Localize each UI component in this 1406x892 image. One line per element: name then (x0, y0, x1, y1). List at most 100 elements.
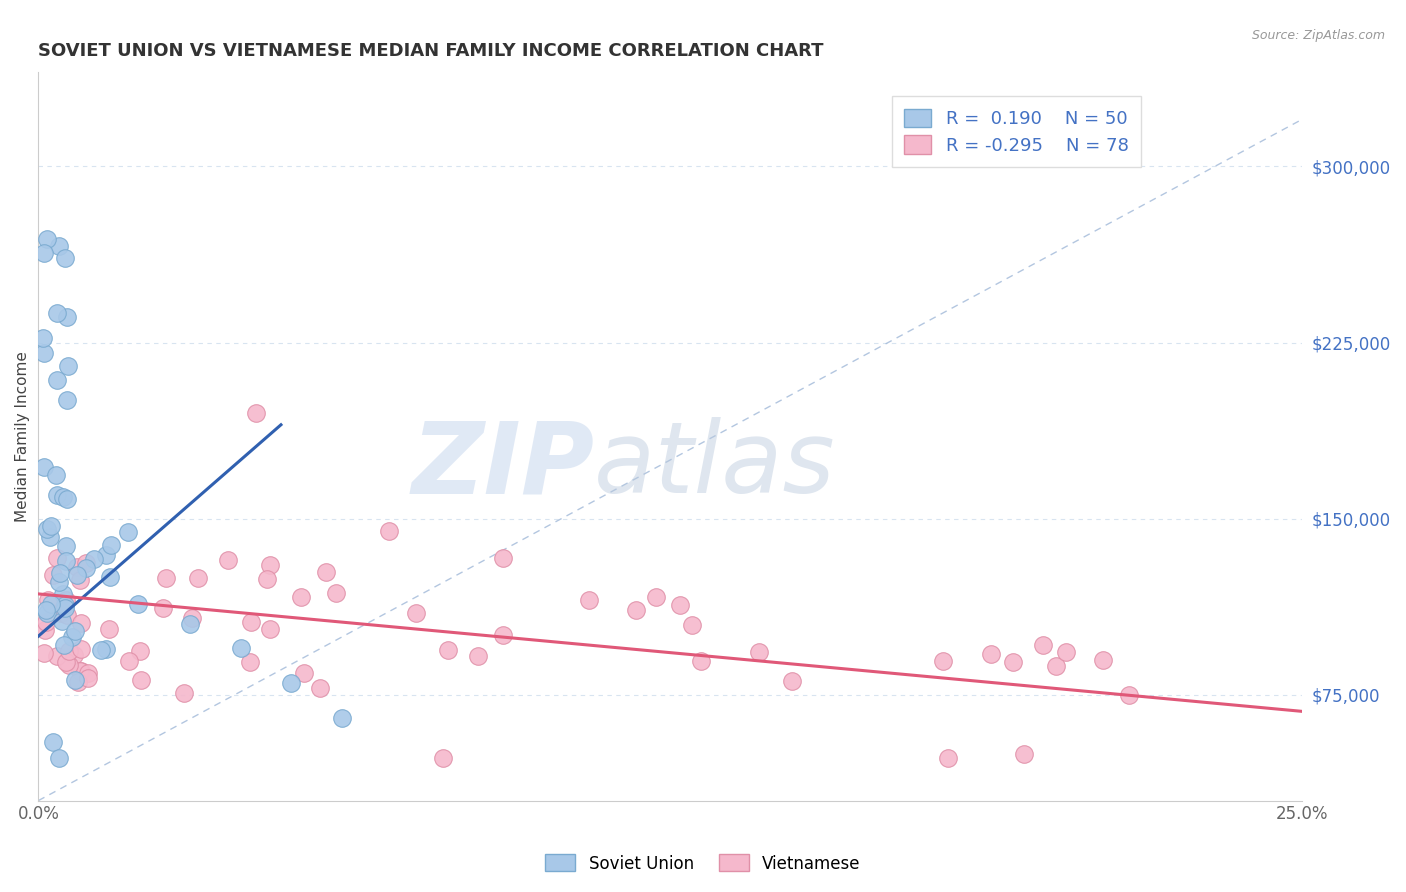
Point (32, 246, 55, 260)
Point (48, 751, 70, 765)
Point (129, 644, 152, 658)
Point (152, 601, 174, 615)
Point (37, 593, 59, 607)
Point (97, 622, 120, 636)
Point (669, 598, 692, 612)
Point (690, 654, 713, 668)
Point (492, 550, 515, 565)
Point (69, 615, 91, 630)
Point (83, 551, 105, 566)
Point (45, 306, 67, 320)
Point (932, 654, 955, 668)
Point (256, 572, 278, 586)
Point (60, 630, 83, 644)
Point (56, 608, 79, 623)
Point (780, 673, 803, 688)
Point (315, 565, 337, 579)
Point (90, 643, 112, 657)
Point (37, 606, 59, 620)
Point (70, 642, 93, 657)
Point (578, 593, 600, 607)
Point (187, 571, 209, 585)
Point (55, 554, 77, 568)
Point (405, 606, 427, 620)
Point (292, 666, 315, 681)
Point (66, 560, 89, 574)
Point (330, 711, 353, 725)
Point (42, 735, 65, 749)
Text: ZIP: ZIP (412, 417, 595, 514)
Point (240, 615, 263, 629)
Point (467, 649, 489, 664)
Text: Source: ZipAtlas.com: Source: ZipAtlas.com (1251, 29, 1385, 42)
Point (32, 646, 55, 660)
Point (32, 459, 55, 474)
Point (55, 655, 77, 669)
Point (309, 681, 332, 695)
Point (1045, 659, 1067, 673)
Point (55, 592, 77, 607)
Point (626, 603, 648, 617)
Point (45, 551, 67, 566)
Point (75, 556, 97, 570)
Point (49, 605, 72, 619)
Legend: R =  0.190    N = 50, R = -0.295    N = 78: R = 0.190 N = 50, R = -0.295 N = 78 (891, 96, 1142, 167)
Point (67, 675, 90, 690)
Point (42, 568, 65, 582)
Point (56, 492, 79, 507)
Point (748, 645, 770, 659)
Point (1001, 655, 1024, 669)
Point (1032, 639, 1054, 653)
Point (377, 524, 399, 538)
Point (155, 571, 177, 585)
Point (32, 346, 55, 360)
Point (51, 606, 73, 620)
Point (94, 641, 117, 656)
Point (52, 587, 75, 601)
Point (325, 586, 347, 600)
Point (127, 598, 149, 612)
Point (49, 566, 72, 580)
Point (118, 654, 141, 668)
Point (63, 673, 86, 687)
Point (129, 673, 152, 687)
Point (179, 617, 201, 632)
Point (55, 310, 77, 324)
Point (58, 643, 80, 657)
Point (492, 628, 515, 642)
Point (100, 569, 122, 583)
Y-axis label: Median Family Income: Median Family Income (15, 351, 30, 522)
Point (259, 558, 281, 573)
Point (181, 611, 204, 625)
Text: atlas: atlas (595, 417, 837, 514)
Point (35, 603, 58, 617)
Point (1091, 653, 1114, 667)
Point (77, 666, 100, 681)
Point (280, 676, 302, 690)
Point (69, 573, 91, 587)
Point (45, 373, 67, 387)
Point (56, 392, 79, 407)
Point (239, 655, 262, 669)
Point (1012, 747, 1035, 761)
Point (100, 538, 122, 552)
Point (117, 524, 139, 539)
Point (1118, 688, 1140, 702)
Legend: Soviet Union, Vietnamese: Soviet Union, Vietnamese (538, 847, 868, 880)
Point (217, 553, 239, 567)
Point (53, 252, 76, 266)
Point (35, 522, 58, 536)
Point (55, 539, 77, 553)
Point (45, 648, 67, 663)
Point (70, 664, 93, 678)
Point (432, 751, 454, 765)
Point (34, 615, 56, 629)
Point (76, 671, 98, 685)
Point (936, 751, 959, 765)
Point (52, 491, 75, 505)
Point (245, 406, 267, 420)
Point (53, 638, 76, 652)
Point (51, 614, 73, 628)
Point (436, 642, 458, 657)
Point (75, 560, 97, 574)
